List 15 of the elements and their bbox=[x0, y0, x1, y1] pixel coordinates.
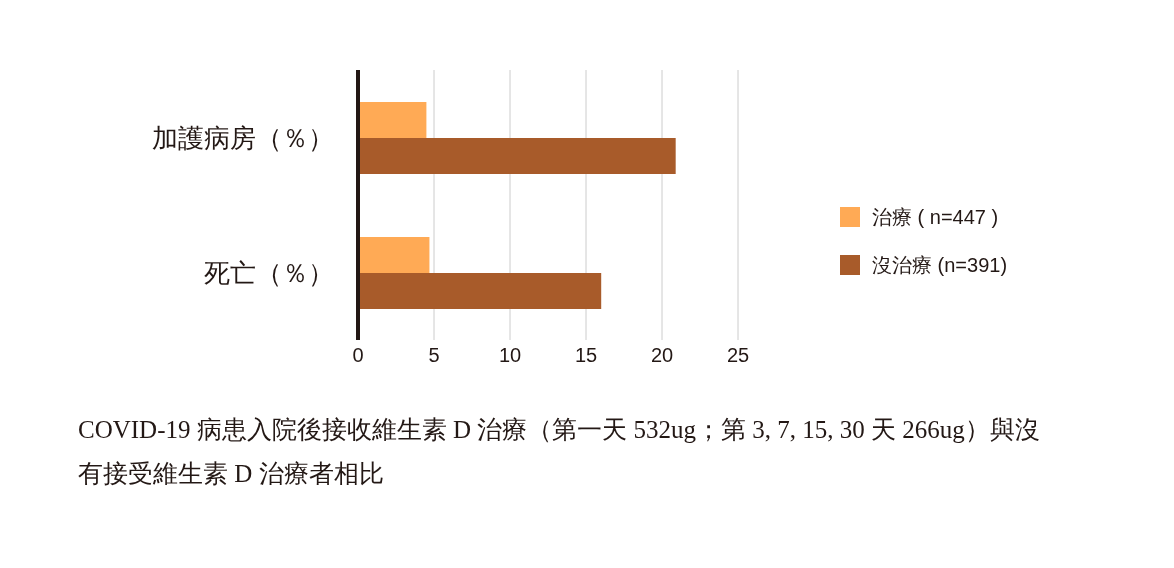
y-tick-label: 死亡（％） bbox=[204, 257, 334, 288]
x-tick-label: 5 bbox=[428, 344, 440, 367]
x-tick-label: 10 bbox=[498, 344, 522, 367]
bar bbox=[358, 273, 602, 309]
x-tick-label: 0 bbox=[352, 344, 364, 367]
bar bbox=[358, 237, 430, 273]
bar bbox=[358, 102, 427, 138]
legend-label: 治療 ( n=447 ) bbox=[872, 204, 999, 230]
bar bbox=[358, 138, 676, 174]
legend-label: 沒治療 (n=391) bbox=[872, 252, 1008, 278]
y-tick-label: 加護病房（％） bbox=[152, 122, 334, 153]
x-tick-label: 25 bbox=[726, 344, 750, 367]
x-tick-label: 15 bbox=[574, 344, 598, 367]
text: COVID-19 病患入院後接收維生素 D 治療（第一天 532ug；第 3, 7, 15, 30 天 266ug）與沒有接受維生素 D 治療者相比 bbox=[78, 415, 1041, 489]
x-tick-label: 20 bbox=[650, 344, 674, 367]
